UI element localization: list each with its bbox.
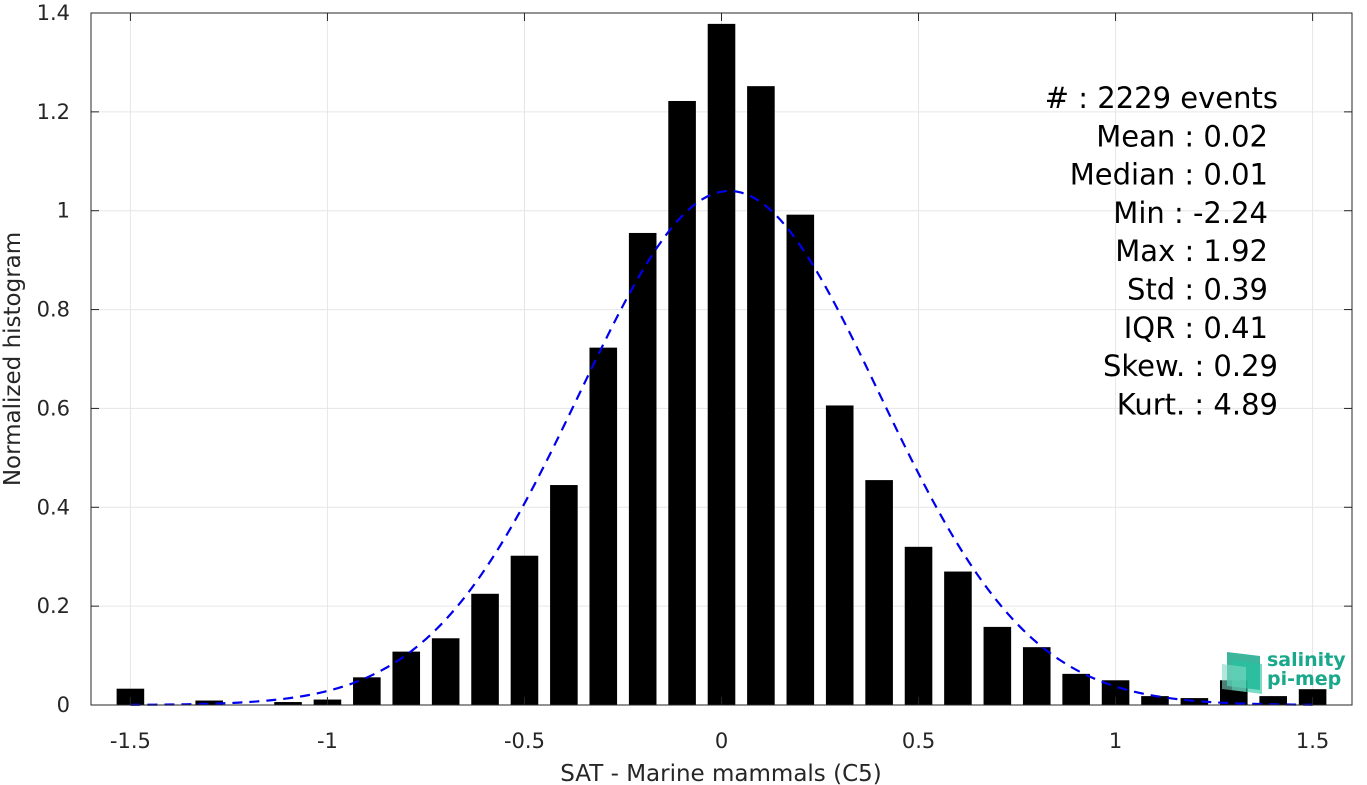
histogram-bar [589,347,618,705]
histogram-bar [707,23,736,706]
histogram-bar [550,485,578,705]
logo-line2: pi-mep [1267,668,1341,690]
histogram-bar [1141,696,1169,705]
histogram-bar [668,100,696,706]
histogram-bar [983,626,1012,705]
stats-line: Min : -2.24 [1113,196,1268,230]
histogram-bar [1180,698,1209,705]
histogram-bar [825,405,854,705]
x-tick-label: -1 [317,729,338,753]
x-axis-label: SAT - Marine mammals (C5) [560,761,882,785]
histogram-bar [1062,673,1090,705]
y-tick-labels: 0 0.2 0.4 0.6 0.8 1 1.2 1.4 [37,1,70,717]
histogram-bar [274,702,302,705]
histogram-bar [747,86,775,705]
histogram-bar [471,593,499,705]
x-tick-label: 1.5 [1296,729,1329,753]
histogram-bar [628,232,657,705]
histogram-bar [1022,647,1051,705]
stats-line: # : 2229 events [1045,81,1278,115]
x-tick-label: 0 [715,729,728,753]
stats-line: Skew. : 0.29 [1103,349,1278,383]
histogram-bar [392,651,421,705]
histogram-bar [431,638,460,705]
logo-line1: salinity [1267,649,1346,671]
stats-box: # : 2229 events Mean : 0.02 Median : 0.01 M… [1045,81,1278,421]
histogram-bar [116,688,145,705]
histogram-bar [510,555,539,705]
histogram-bar [944,571,972,705]
y-tick-label: 0.4 [37,495,70,519]
x-tick-label: -0.5 [504,729,545,753]
histogram-bar [904,546,933,705]
salinity-pimep-logo: salinity pi-mep [1222,649,1346,694]
stats-line: Max : 1.92 [1115,234,1268,268]
axis-ticks [91,12,1352,706]
y-tick-label: 1.2 [37,100,70,124]
x-tick-label: -1.5 [110,729,151,753]
x-tick-label: 1 [1109,729,1122,753]
y-axis-label: Normalized histogram [0,232,26,486]
histogram-bar [195,700,224,705]
histogram-bar [786,214,815,705]
x-tick-labels: -1.5 -1 -0.5 0 0.5 1 1.5 [110,729,1329,753]
y-tick-label: 0 [57,693,70,717]
stats-line: Mean : 0.02 [1096,119,1268,153]
stats-line: Median : 0.01 [1070,158,1268,192]
stats-line: Std : 0.39 [1127,273,1268,307]
y-tick-label: 1.4 [37,1,70,25]
salinity-pimep-logo-icon [1222,652,1262,694]
y-tick-label: 0.8 [37,298,70,322]
y-tick-label: 0.2 [37,594,70,618]
stats-line: Kurt. : 4.89 [1117,387,1278,421]
histogram-bars [116,23,1327,706]
x-tick-label: 0.5 [902,729,935,753]
normal-fit-curve [130,189,1313,706]
histogram-bar [1259,696,1287,705]
y-tick-label: 1 [57,199,70,223]
histogram-bar [865,480,893,705]
stats-line: IQR : 0.41 [1124,311,1268,345]
y-tick-label: 0.6 [37,396,70,420]
